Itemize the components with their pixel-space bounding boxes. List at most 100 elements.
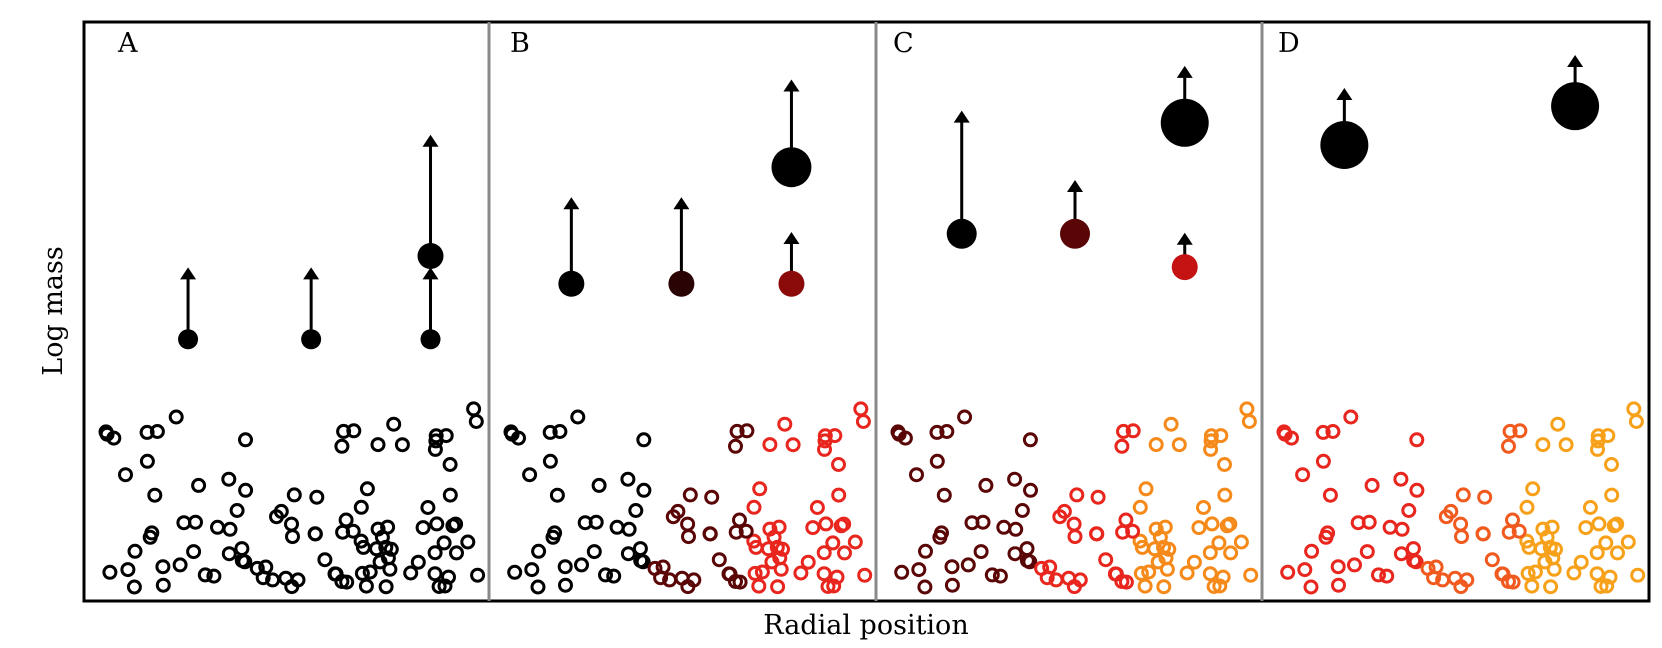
small-body	[545, 529, 561, 545]
large-body	[1060, 218, 1090, 249]
small-body	[809, 500, 825, 515]
small-body	[354, 565, 370, 581]
small-body	[598, 567, 613, 583]
small-body	[1505, 574, 1521, 590]
x-axis-label: Radial position	[763, 610, 968, 641]
small-body	[747, 565, 763, 581]
small-body	[1558, 437, 1574, 453]
large-body	[1171, 254, 1198, 281]
small-body	[1606, 518, 1622, 534]
small-body	[574, 557, 589, 573]
small-body	[1364, 477, 1380, 493]
small-body	[307, 526, 323, 542]
small-body	[1108, 566, 1124, 582]
small-body	[918, 543, 933, 559]
small-body	[1315, 424, 1331, 440]
small-body	[1454, 529, 1469, 545]
small-body	[1217, 487, 1233, 503]
small-body	[1591, 516, 1607, 532]
small-body	[738, 523, 754, 539]
small-body	[1511, 523, 1527, 539]
small-body	[142, 529, 158, 545]
panel-label-b: B	[510, 28, 530, 59]
small-body	[1626, 401, 1642, 417]
growth-arrow-head	[673, 197, 690, 210]
small-body	[748, 539, 764, 555]
small-body	[1022, 432, 1038, 448]
small-body	[149, 424, 165, 439]
small-body	[1156, 539, 1171, 555]
small-body	[636, 482, 652, 498]
small-body	[831, 457, 846, 472]
small-body	[1519, 499, 1535, 515]
small-body	[917, 579, 933, 595]
small-body	[317, 552, 333, 568]
small-body	[1512, 423, 1528, 439]
small-body	[1537, 554, 1553, 570]
small-body	[800, 554, 816, 570]
small-body	[558, 577, 573, 593]
small-body	[102, 564, 118, 580]
small-body	[466, 401, 482, 417]
small-body	[286, 487, 302, 503]
small-body	[620, 546, 636, 562]
small-body	[793, 565, 809, 581]
small-body	[777, 416, 793, 432]
small-body	[1034, 560, 1050, 576]
small-body	[353, 499, 369, 515]
growth-arrow-head	[1567, 54, 1584, 67]
small-body	[1543, 579, 1559, 595]
large-body	[1320, 121, 1369, 169]
small-body	[1098, 552, 1114, 568]
small-body	[1393, 546, 1409, 562]
small-body	[1589, 566, 1605, 582]
small-body	[817, 441, 832, 457]
small-body	[722, 566, 738, 582]
small-body	[427, 545, 443, 561]
small-body	[234, 541, 250, 557]
small-body	[221, 546, 237, 562]
small-body	[1203, 433, 1219, 449]
small-body	[328, 566, 344, 582]
small-body	[1315, 453, 1331, 469]
small-body	[168, 409, 184, 425]
small-body	[1179, 565, 1195, 581]
small-body	[978, 477, 994, 493]
small-body	[1115, 524, 1131, 540]
growth-arrow-head	[563, 197, 580, 210]
small-body	[1347, 557, 1362, 573]
growth-arrow-head	[1336, 88, 1353, 101]
small-body	[929, 424, 945, 440]
small-body	[1014, 503, 1030, 518]
small-body	[817, 428, 833, 444]
small-body	[1524, 578, 1540, 594]
small-body	[662, 572, 678, 588]
small-body	[1304, 543, 1320, 559]
small-body	[588, 514, 604, 530]
small-body	[1602, 569, 1618, 585]
small-body	[1455, 487, 1471, 503]
small-body	[932, 529, 948, 545]
small-body	[609, 519, 625, 535]
small-body	[1322, 487, 1338, 503]
small-body	[1443, 503, 1459, 519]
small-body	[816, 545, 832, 561]
growth-arrow-head	[422, 134, 439, 147]
small-body	[238, 432, 253, 448]
small-body	[746, 499, 762, 515]
small-body	[427, 566, 443, 582]
small-body	[1566, 565, 1582, 581]
small-body	[1206, 579, 1222, 594]
small-body	[238, 482, 254, 498]
small-body	[1409, 482, 1425, 498]
small-body	[825, 535, 841, 551]
small-body	[606, 568, 622, 584]
small-body	[704, 489, 720, 505]
growth-arrow-head	[180, 267, 197, 280]
small-body	[386, 416, 402, 432]
plot-frame	[82, 20, 1651, 603]
small-body	[1090, 489, 1106, 505]
small-body	[118, 467, 133, 483]
small-body	[1215, 569, 1231, 585]
small-body	[1295, 467, 1311, 483]
